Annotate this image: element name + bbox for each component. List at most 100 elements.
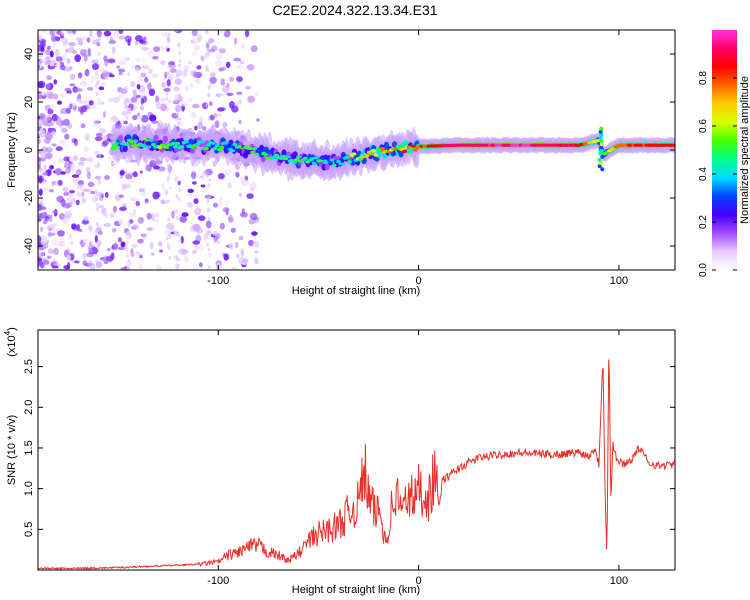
spectrogram-noise-blob — [76, 185, 83, 190]
spectrogram-noise-blob — [104, 191, 109, 198]
spectrogram-noise-blob — [186, 201, 193, 208]
spectrogram-ridge-core — [232, 142, 238, 147]
spectrogram-spike-mark — [599, 148, 604, 153]
spectrogram-noise-blob — [207, 247, 211, 252]
spectrogram-noise-blob — [166, 178, 170, 182]
spectrogram-noise-blob — [126, 234, 131, 240]
spectrogram-noise-blob — [72, 105, 77, 111]
spectrogram-noise-blob — [132, 171, 138, 178]
spectrogram-noise-blob — [49, 103, 55, 110]
spectrogram-noise-blob — [119, 56, 128, 64]
spectrogram-noise-blob — [169, 68, 177, 73]
spectrogram-ridge-core — [347, 160, 352, 164]
spectrogram-noise-blob — [197, 215, 206, 221]
spectrogram-noise-blob — [58, 157, 64, 164]
spectrogram-noise-blob — [177, 180, 181, 186]
spectrogram-noise-blob — [189, 83, 194, 88]
spectrogram-spike-mark — [599, 132, 604, 137]
spectrogram-ridge-core — [294, 158, 299, 162]
spectrogram-noise-blob — [167, 36, 171, 41]
spectrogram-noise-blob — [234, 241, 239, 249]
spectrogram-noise-blob — [217, 107, 225, 112]
spectrogram-noise-blob — [175, 74, 179, 79]
spectrogram-noise-blob — [164, 199, 168, 204]
spectrogram-noise-blob — [63, 191, 70, 196]
spectrogram-spike-mark — [599, 139, 604, 144]
snr-y-axis-label: SNR (10 * v/v) — [6, 415, 18, 485]
spectrogram-noise-blob — [76, 191, 82, 197]
spectrogram-ridge-core — [184, 139, 189, 144]
spectrogram-noise-blob — [205, 103, 209, 107]
spectrogram-noise-blob — [45, 216, 50, 221]
spectrogram-noise-blob — [57, 230, 65, 237]
spectrogram-noise-blob — [193, 78, 201, 84]
spectrogram-noise-blob — [124, 104, 129, 109]
spectrogram-noise-blob — [90, 75, 95, 84]
spectrogram-ridge-core — [303, 156, 308, 160]
spectrogram-noise-blob — [234, 101, 240, 107]
spectrogram-noise-blob — [130, 65, 135, 69]
spectrogram-noise-blob — [167, 32, 171, 37]
spectrogram-noise-blob — [38, 218, 42, 222]
spectrogram-noise-blob — [141, 46, 149, 51]
spectrogram-noise-blob — [163, 87, 171, 92]
spectrogram-noise-blob — [239, 176, 246, 182]
spectrogram-noise-blob — [55, 56, 63, 62]
spectrogram-noise-blob — [217, 173, 225, 180]
spectrogram-ridge-core — [351, 152, 357, 156]
spectrogram-noise-blob — [105, 256, 113, 262]
spectrogram-noise-blob — [172, 86, 180, 92]
spectrogram-noise-blob — [38, 195, 43, 203]
spectrogram-noise-blob — [84, 68, 90, 77]
spectrogram-noise-blob — [241, 261, 248, 266]
spectrogram-noise-blob — [235, 253, 240, 259]
spectrogram-noise-blob — [127, 98, 131, 103]
spectrogram-noise-blob — [238, 235, 244, 241]
spectrogram-noise-blob — [96, 79, 100, 84]
snr-y-tick-label: 0.5 — [23, 522, 35, 537]
spectrogram-noise-blob — [86, 37, 91, 43]
spectrogram-noise-blob — [38, 260, 41, 267]
spectrogram-ridge-core — [157, 145, 163, 149]
spectrogram-noise-blob — [199, 175, 204, 179]
spectrogram-ridge-core — [311, 161, 317, 165]
spectrogram-noise-blob — [39, 133, 45, 139]
spectrogram-noise-blob — [246, 193, 254, 200]
spectrogram-noise-blob — [71, 174, 80, 178]
spectrogram-noise-blob — [254, 91, 259, 97]
spectrogram-noise-blob — [124, 35, 132, 43]
spectrogram-noise-blob — [178, 239, 182, 244]
spectrogram-noise-blob — [94, 164, 98, 169]
spectrogram-noise-blob — [175, 30, 179, 33]
spectrogram-noise-blob — [46, 75, 53, 81]
spectrogram-noise-blob — [63, 118, 70, 127]
snr-panel: -100 0 100 0.5 1.0 1.5 2.0 2.5 Height of strai… — [3, 327, 676, 596]
spectrogram-noise-blob — [190, 171, 197, 180]
spectrogram-noise-blob — [187, 188, 194, 193]
spectrogram-noise-blob — [121, 183, 127, 190]
spectrogram-noise-blob — [192, 223, 201, 232]
spectrogram-noise-blob — [172, 98, 179, 103]
spectrogram-noise-blob — [125, 159, 129, 164]
spectrogram-noise-blob — [197, 37, 201, 43]
spectrogram-noise-blob — [94, 74, 100, 80]
spectrogram-ridge-body — [281, 149, 287, 157]
spectrogram-ridge-core — [263, 152, 269, 157]
spectrogram-noise-blob — [47, 169, 51, 177]
spectrogram-noise-blob — [68, 233, 73, 239]
snr-y-tick-label: 1.0 — [23, 481, 35, 496]
spectrogram-noise-blob — [240, 212, 248, 218]
spectrogram-noise-blob — [167, 163, 170, 168]
spectrogram-noise-blob — [95, 197, 98, 202]
spectrogram-noise-blob — [123, 120, 128, 125]
spectrogram-ridge-core — [369, 152, 374, 156]
spectrogram-noise-blob — [66, 30, 73, 34]
spectrogram-noise-blob — [55, 63, 61, 67]
spectrogram-noise-blob — [138, 115, 143, 120]
spectrogram-noise-blob — [144, 76, 149, 83]
spectrogram-noise-blob — [66, 254, 71, 262]
spectrogram-noise-blob — [89, 241, 93, 248]
spectrogram-noise-blob — [118, 94, 124, 99]
spectrogram-noise-blob — [66, 65, 72, 72]
spectrogram-noise-blob — [183, 267, 187, 270]
